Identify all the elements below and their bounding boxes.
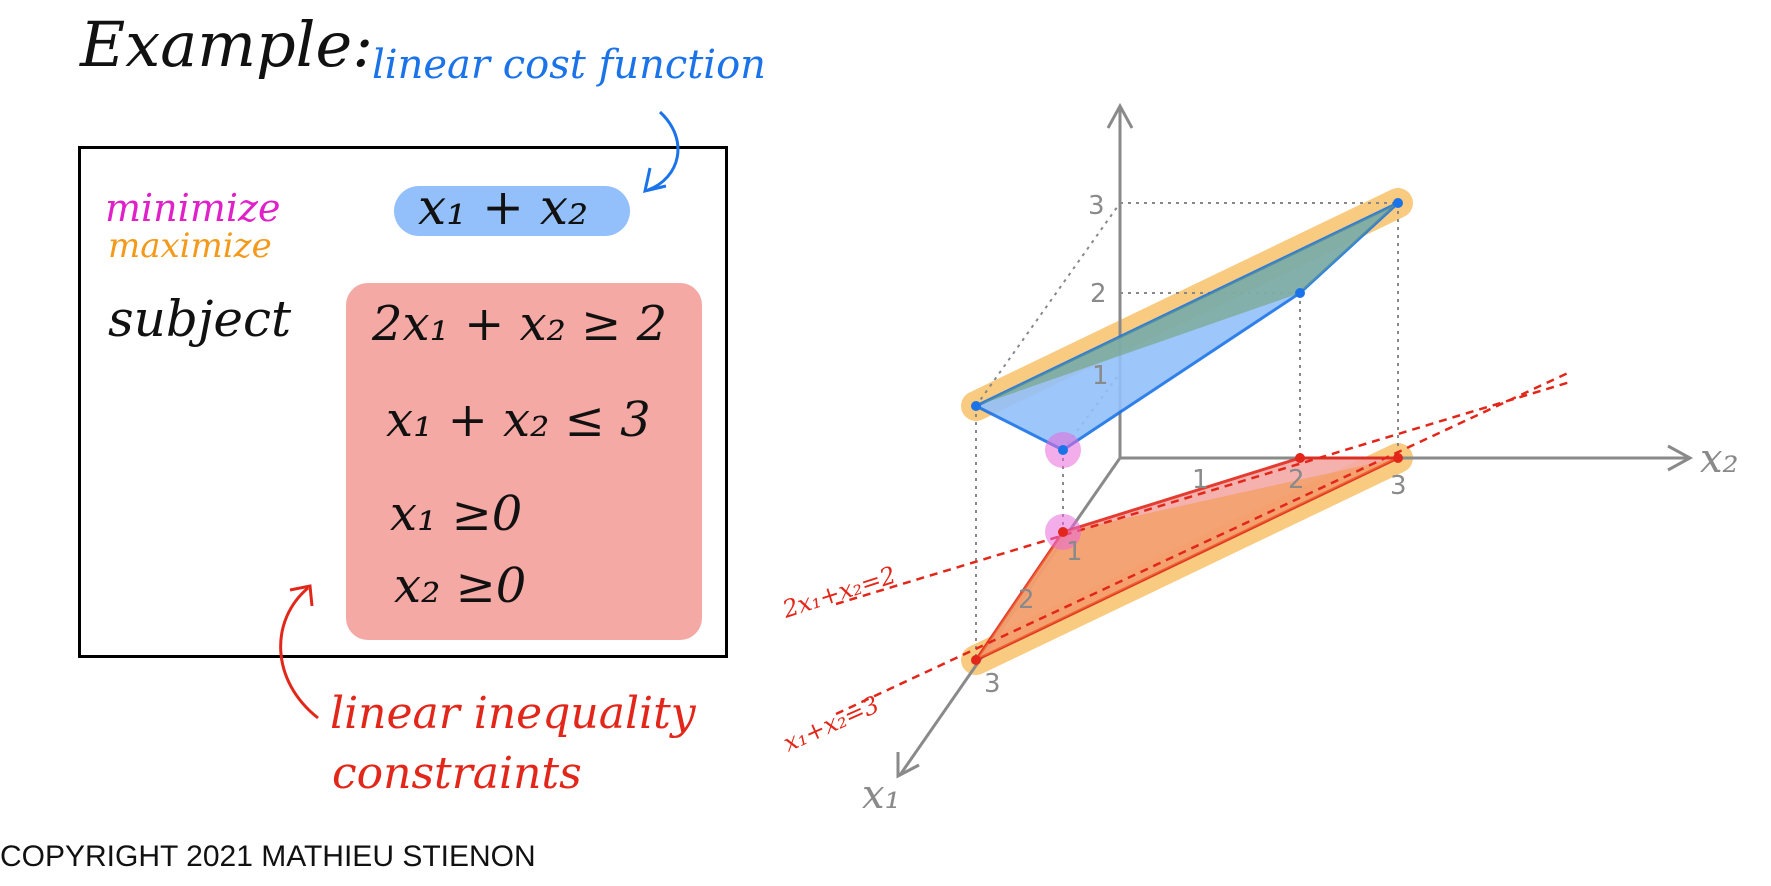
constraint-1: 2x₁ + x₂ ≥ 2 [372, 296, 668, 352]
cost-function-annotation: linear cost function [372, 42, 766, 88]
problem-box [78, 146, 728, 658]
cost-vertices [971, 198, 1403, 455]
maximize-label: maximize [108, 226, 272, 266]
x2-axis-arrow-icon [1667, 444, 1694, 472]
tick-x1-1: 1 [1066, 537, 1083, 567]
feasible-region-shade [976, 458, 1398, 660]
constraint-4: x₂ ≥0 [394, 558, 527, 614]
constraints-highlight [346, 283, 702, 640]
constraint-line-1-label: 2x₁+x₂=2 [778, 561, 899, 624]
x1-axis-label: x₁ [862, 772, 901, 818]
cost-plane-shade [976, 203, 1398, 406]
constraint-line-1 [835, 380, 1571, 606]
minimize-label: minimize [105, 186, 281, 230]
x2-axis-label: x₂ [1700, 436, 1739, 482]
tick-x2-1: 1 [1192, 465, 1209, 495]
tick-x2-2: 2 [1288, 465, 1305, 495]
copyright-notice: COPYRIGHT 2021 MATHIEU STIENON [0, 840, 536, 873]
axes [896, 102, 1694, 779]
tick-vertical-1: 1 [1092, 361, 1109, 391]
tick-vertical-3: 3 [1088, 191, 1105, 221]
inequality-annotation-line2: constraints [332, 748, 582, 799]
cost-arrowhead-icon [643, 167, 667, 194]
title: Example: [80, 8, 374, 81]
tick-vertical-2: 2 [1090, 279, 1107, 309]
cost-highlight [394, 186, 630, 236]
region-vertices [971, 453, 1403, 665]
tick-x2-3: 3 [1390, 471, 1407, 501]
cost-annotation-arrow [647, 110, 680, 192]
vertical-axis-arrow-icon [1106, 102, 1134, 129]
constraint-line-2-label: x₁+x₂=3 [779, 690, 883, 757]
cost-expression: x₁ + x₂ [418, 178, 589, 236]
constraint-2: x₁ + x₂ ≤ 3 [386, 392, 651, 448]
x1-axis-arrow-icon [896, 752, 920, 779]
tick-x1-3: 3 [984, 669, 1001, 699]
constraint-3: x₁ ≥0 [390, 486, 523, 542]
inequality-annotation-arrow [279, 586, 319, 720]
inequality-arrowhead-icon [289, 584, 314, 607]
constraint-line-2 [835, 370, 1571, 716]
subject-label: subject [108, 290, 292, 348]
inequality-annotation-line1: linear inequality [330, 688, 696, 739]
tick-x1-2: 2 [1018, 585, 1035, 615]
